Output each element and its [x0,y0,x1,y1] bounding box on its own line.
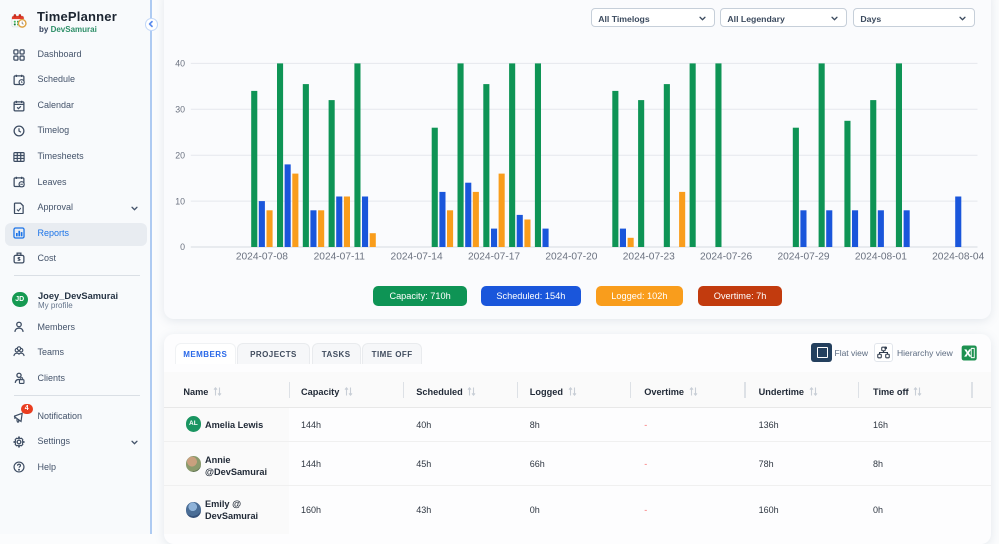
svg-text:30: 30 [175,105,185,115]
svg-text:2024-07-20: 2024-07-20 [545,251,597,262]
svg-text:2024-07-11: 2024-07-11 [314,251,366,262]
svg-text:2024-07-26: 2024-07-26 [700,251,752,262]
svg-text:2024-07-17: 2024-07-17 [468,251,520,262]
svg-text:2024-08-01: 2024-08-01 [855,251,907,262]
svg-text:40: 40 [175,59,185,69]
svg-text:10: 10 [175,196,185,206]
svg-text:2024-07-23: 2024-07-23 [623,251,675,262]
svg-text:0: 0 [180,242,185,252]
svg-text:2024-07-14: 2024-07-14 [391,251,443,262]
svg-text:2024-07-29: 2024-07-29 [777,251,829,262]
svg-text:20: 20 [175,150,185,160]
svg-text:2024-07-08: 2024-07-08 [236,251,288,262]
svg-text:2024-08-04: 2024-08-04 [932,251,984,262]
